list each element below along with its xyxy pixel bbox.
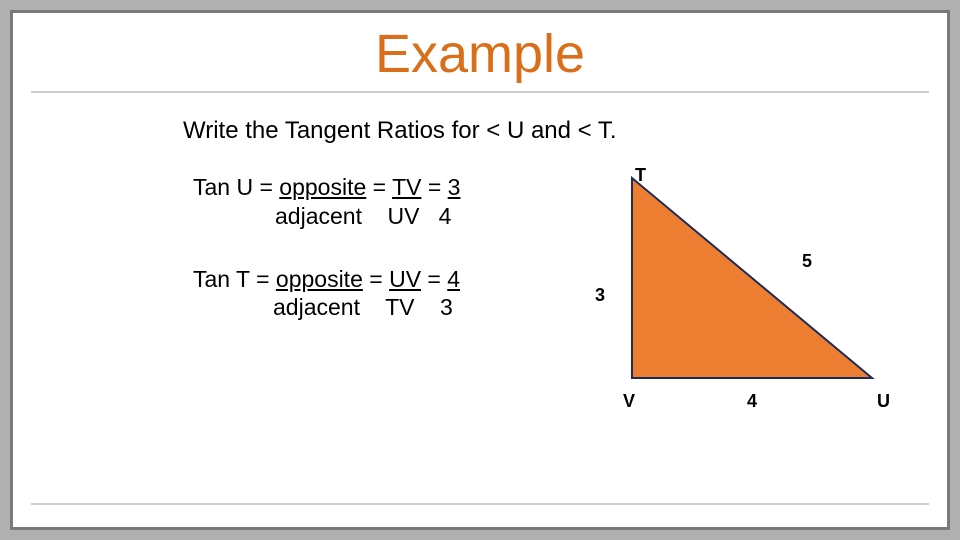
tan-u-eq1: = <box>366 174 392 200</box>
tan-t-eq2: = <box>421 266 447 292</box>
side-label-vu: 4 <box>747 391 757 412</box>
tan-u-pre: Tan U = <box>193 174 279 200</box>
tan-u-eq2: = <box>421 174 447 200</box>
tan-t-pre: Tan T = <box>193 266 276 292</box>
prompt-text: Write the Tangent Ratios for < U and < T… <box>183 117 907 145</box>
tan-t-opposite: opposite <box>276 266 363 292</box>
side-label-tv: 3 <box>595 285 605 306</box>
tan-u-opposite: opposite <box>279 174 366 200</box>
content-area: Write the Tangent Ratios for < U and < T… <box>13 93 947 473</box>
triangle-poly <box>632 178 872 378</box>
tan-t-4: 4 <box>447 266 460 292</box>
tan-u-tv: TV <box>392 174 421 200</box>
triangle-svg <box>627 173 882 388</box>
divider-bottom <box>31 503 929 505</box>
triangle-figure: T V U 3 4 5 <box>577 173 907 433</box>
tan-t-eq1: = <box>363 266 389 292</box>
vertex-label-v: V <box>623 391 635 412</box>
tan-u-3: 3 <box>448 174 461 200</box>
vertex-label-u: U <box>877 391 890 412</box>
side-label-tu: 5 <box>802 251 812 272</box>
slide-title: Example <box>13 23 947 85</box>
tan-t-uv: UV <box>389 266 421 292</box>
vertex-label-t: T <box>635 165 646 186</box>
slide-frame: Example Write the Tangent Ratios for < U… <box>10 10 950 530</box>
